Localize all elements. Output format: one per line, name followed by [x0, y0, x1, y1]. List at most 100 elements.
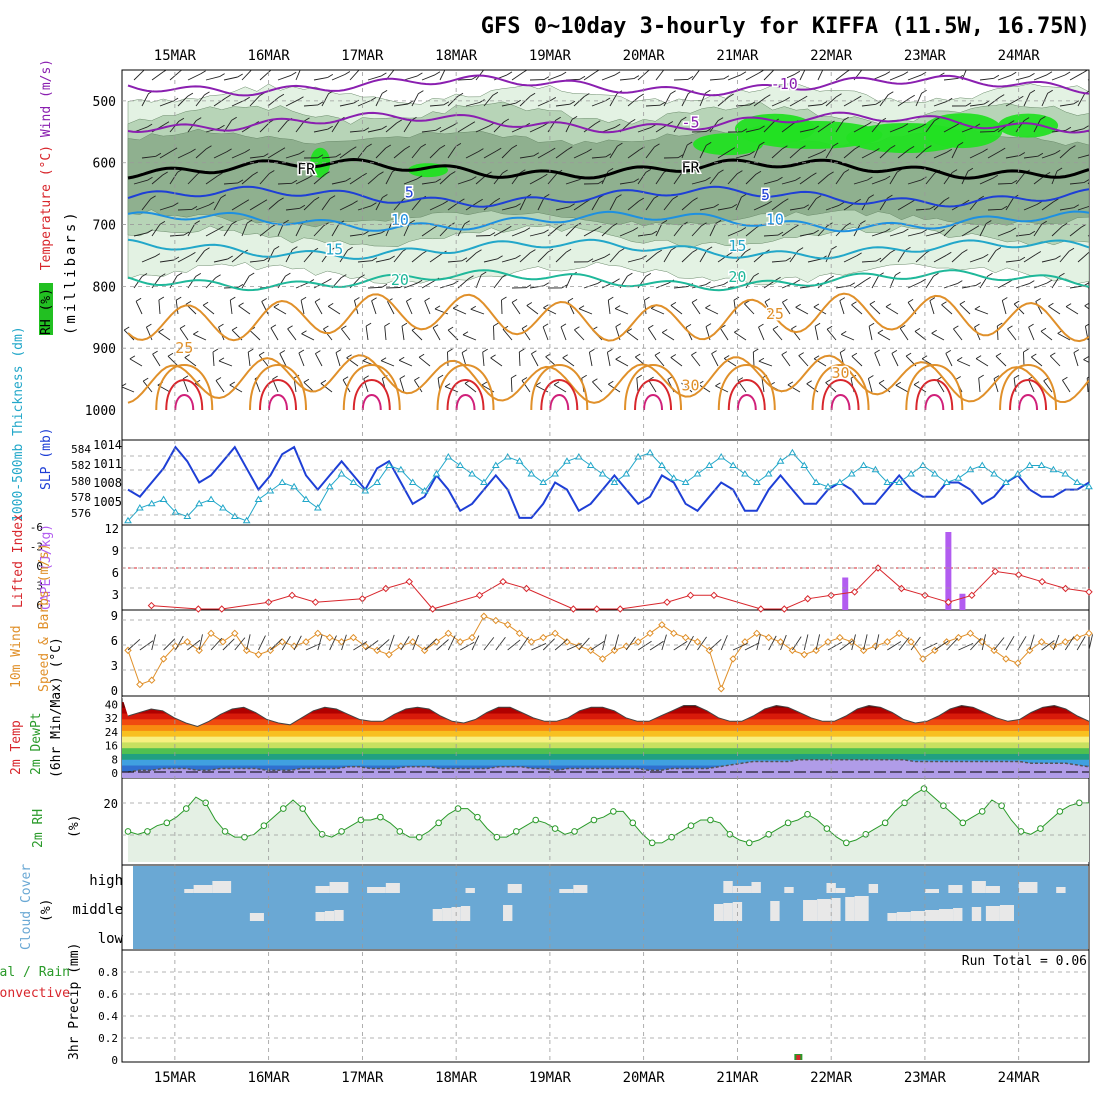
wind-barb: [1005, 98, 1019, 107]
cloud-high-bar: [573, 885, 588, 893]
wind10m-tick: 9: [111, 609, 118, 623]
wind-barb: [555, 251, 567, 263]
warm-loop-40: [1018, 394, 1039, 410]
wind-barb-flag: [993, 128, 1000, 132]
wind10m-barb: [768, 635, 777, 651]
wind-barb: [588, 352, 593, 367]
wind-barb-flag: [470, 305, 477, 310]
wind-barb-flag: [1064, 71, 1071, 76]
isotherm-label: 20: [391, 271, 409, 289]
cloud-middle-bar: [315, 912, 325, 921]
wind-barb: [279, 353, 287, 367]
wind-barb-flag: [962, 249, 968, 253]
wind-barb-flag: [749, 151, 755, 155]
wind-barb-flag: [959, 300, 966, 305]
wind-barb-flag: [490, 354, 496, 359]
wind-barb: [655, 70, 665, 81]
rh2m-point: [687, 822, 695, 830]
warm-loop-30: [436, 364, 495, 410]
wind-barb-flag: [933, 272, 939, 277]
wind-barb-flag: [579, 75, 586, 80]
wind-barb: [647, 328, 657, 341]
wind-barb: [339, 149, 352, 159]
wind-barb: [907, 74, 922, 81]
wind-barb-flag: [953, 325, 959, 330]
wind-barb-flag: [443, 101, 450, 106]
wind-barb-flag: [1050, 352, 1056, 357]
wind-barb: [825, 249, 833, 263]
wind-barb-flag: [798, 352, 804, 356]
wind-barb: [341, 328, 351, 341]
wind-barb-flag: [992, 174, 999, 179]
wind10m-barb: [270, 638, 283, 651]
wind-barb-flag: [244, 96, 250, 101]
wind-barb: [177, 208, 193, 211]
wind-barb-flag: [982, 148, 988, 153]
wind-barb-flag: [452, 122, 458, 127]
wind-barb: [929, 300, 935, 315]
rh2m-point: [1056, 808, 1064, 815]
wind-barb-flag: [706, 246, 713, 251]
rh2m-point: [998, 802, 1005, 810]
wind-barb: [899, 328, 909, 341]
isotherm-label: FR: [682, 159, 701, 177]
wind10m-barb: [981, 634, 986, 651]
warm-loop-30: [905, 364, 964, 410]
wind-barb: [501, 257, 516, 263]
wind-barb: [177, 255, 191, 263]
wind-barb: [717, 206, 732, 211]
wind-barb-flag: [845, 222, 851, 227]
rh2m-point: [843, 839, 850, 847]
wind-barb-flag: [656, 249, 663, 254]
wind-barb-flag: [795, 303, 801, 308]
wind10m-barb: [685, 635, 694, 651]
wind-barb-flag: [686, 141, 693, 146]
wind-barb-flag: [943, 197, 950, 201]
wind-barb-flag: [147, 229, 153, 234]
wind-barb-flag: [829, 120, 835, 125]
wind-barb-flag: [1037, 152, 1044, 157]
ylabel-rh: RH (%): [39, 288, 54, 335]
wind-barb: [447, 351, 449, 367]
wind-barb-flag: [813, 229, 819, 234]
wind-barb: [1057, 333, 1071, 341]
wind-barb: [1059, 103, 1074, 107]
wind-barb: [457, 124, 471, 133]
wind-barb-flag: [142, 377, 149, 382]
ylabel-rh2m: 2m RH: [31, 809, 46, 848]
wind-barb: [405, 301, 413, 315]
wind-barb: [270, 327, 279, 341]
wind10m-point: [836, 633, 844, 642]
li-point: [382, 584, 390, 593]
ua-y-tick: 900: [93, 342, 116, 357]
wind-barb: [141, 256, 156, 263]
wind-barb: [573, 151, 587, 159]
wind-barb: [835, 71, 848, 81]
thickness-point: [491, 461, 500, 468]
wind10m-barb: [1052, 634, 1060, 651]
wind-barb: [997, 74, 1012, 81]
wind-barb: [843, 255, 857, 263]
ylabel-wind10m: 10m Wind: [9, 625, 24, 688]
thickness-point: [420, 487, 429, 494]
wind-barb-flag: [921, 355, 928, 360]
wind-barb-flag: [371, 202, 377, 207]
wind-barb-flag: [677, 154, 684, 159]
wind-barb-flag: [327, 303, 334, 307]
wind10m-barb: [744, 642, 760, 651]
wind-barb: [835, 285, 850, 289]
wind-barb-flag: [838, 201, 845, 206]
wind-barb: [547, 74, 562, 81]
temp2m-plot: [122, 697, 1089, 778]
thickness-point: [159, 495, 168, 502]
wind10m-barb: [341, 634, 347, 651]
wind-barb-flag: [525, 284, 532, 289]
wind-barb: [543, 307, 557, 315]
wind-barb-flag: [485, 66, 490, 69]
wind-barb: [367, 75, 382, 81]
wind-barb-flag: [934, 117, 940, 122]
wind10m-barb: [898, 637, 910, 651]
wind-barb-flag: [464, 220, 470, 225]
wind-barb-flag: [957, 142, 964, 146]
